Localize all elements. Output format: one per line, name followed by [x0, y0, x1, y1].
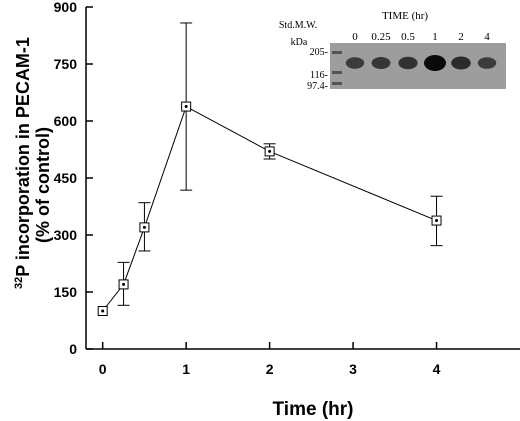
svg-text:32P incorporation in PECAM-1: 32P incorporation in PECAM-1: [13, 37, 33, 289]
series: [97, 22, 443, 316]
x-axis-label: Time (hr): [273, 399, 354, 420]
lane-label: 0.25: [371, 31, 391, 43]
inset-unit-label: kDa: [291, 37, 308, 48]
gel-band: [398, 56, 418, 70]
data-point-dot: [184, 105, 188, 109]
y-tick-label: 900: [54, 0, 78, 15]
gel-band: [424, 55, 446, 71]
lane-label: 2: [458, 31, 464, 43]
mw-label: 116-: [310, 70, 328, 81]
x-tick-label: 3: [349, 361, 357, 377]
mw-marker-band: [332, 71, 342, 74]
y-tick-label: 750: [54, 56, 78, 72]
series-line: [102, 105, 437, 312]
gel-inset: TIME (hr) Std.M.W. kDa 0 0.25 0.5 1 2 4 205- 1…: [279, 10, 506, 92]
lane-label: 1: [432, 31, 438, 43]
data-point-dot: [101, 309, 105, 313]
y-tick-label: 450: [54, 170, 78, 186]
y-tick-label: 0: [69, 341, 77, 357]
lane-label: 0: [352, 31, 358, 43]
y-tick-label: 300: [54, 227, 78, 243]
data-point-dot: [142, 225, 146, 229]
mw-marker-band: [332, 82, 342, 85]
lane-label: 4: [484, 31, 490, 43]
mw-labels: 205- 116-97.4-: [307, 47, 328, 92]
x-tick-label: 0: [99, 361, 107, 377]
y-tick-label: 150: [54, 284, 78, 300]
gel-band: [371, 57, 391, 69]
gel-band: [477, 57, 497, 69]
x-tick-label: 2: [266, 361, 274, 377]
data-point-dot: [122, 282, 126, 286]
y-axis-ticks: 0 150 300 450 600 750 900: [54, 0, 93, 357]
inset-title: TIME (hr): [382, 10, 428, 22]
lane-label: 0.5: [401, 31, 415, 43]
x-tick-label: 4: [433, 361, 441, 377]
y-tick-label: 600: [54, 113, 78, 129]
y-axis-label-superscript: 32: [13, 277, 25, 289]
x-axis-ticks: 0 1 2 3 4: [99, 342, 441, 377]
x-tick-label: 1: [182, 361, 190, 377]
mw-label: 205-: [310, 47, 328, 58]
gel-band: [451, 56, 471, 70]
y-axis-label-line1: P incorporation in PECAM-1: [13, 37, 33, 277]
y-axis-label-line2: (% of control): [33, 127, 53, 243]
inset-marker-label: Std.M.W.: [279, 20, 317, 31]
mw-marker-band: [332, 51, 342, 54]
gel-band: [345, 57, 365, 69]
gel-lanes: 0 0.25 0.5 1 2 4: [332, 31, 497, 85]
data-point-dot: [435, 219, 439, 223]
data-point-dot: [268, 149, 272, 153]
y-axis-label: 32P incorporation in PECAM-1 (% of contr…: [13, 37, 53, 289]
mw-label: 97.4-: [307, 81, 328, 92]
